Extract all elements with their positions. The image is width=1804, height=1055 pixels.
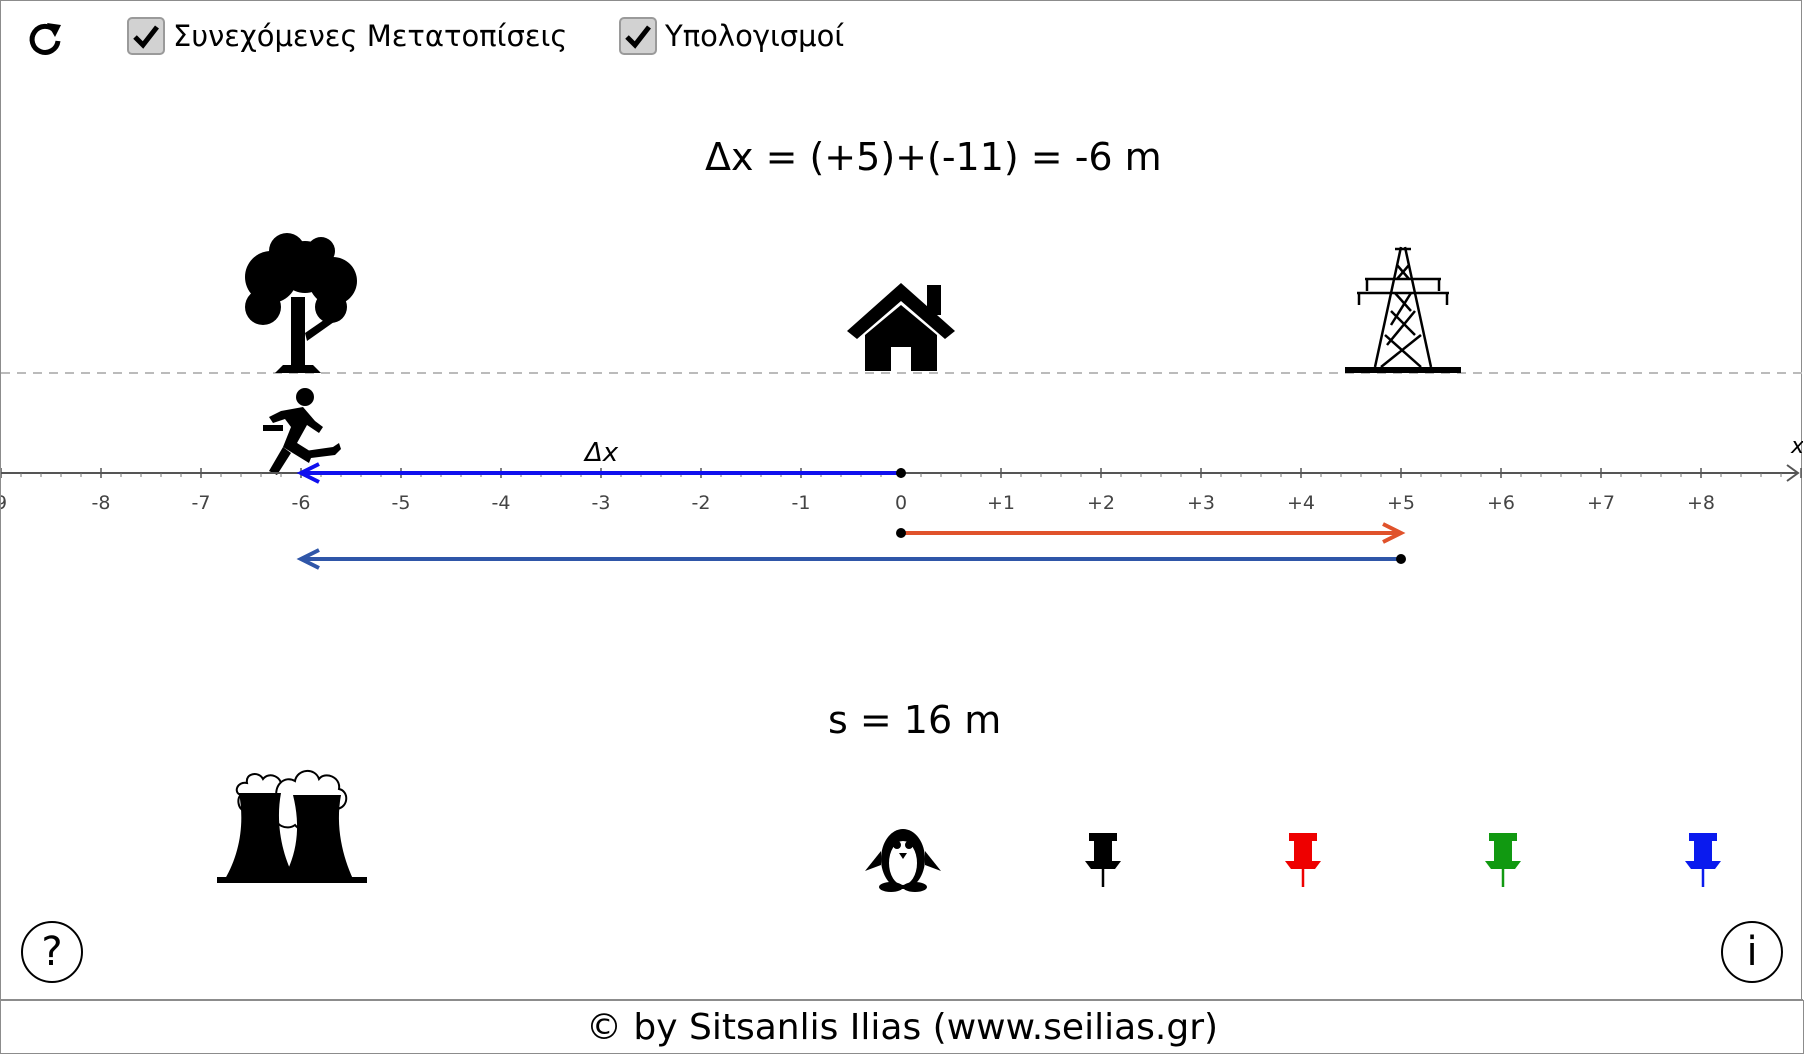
info-button[interactable]: i [1721,921,1783,983]
tick-label: +2 [1087,492,1115,514]
move-arrow-1[interactable] [896,522,1406,544]
tick-label: -6 [292,492,311,514]
calculations-checkbox-label: Υπολογισμοί [665,19,845,53]
green-pin-icon[interactable] [1485,833,1521,887]
tick-label: 9 [1,492,7,514]
copyright-footer: © by Sitsanlis Ilias (www.seilias.gr) [0,999,1804,1054]
distance-formula: s = 16 m [828,698,1002,742]
simulation-stage: Συνεχόμενες Μετατοπίσεις Υπολογισμοί Δx … [0,0,1803,1000]
pylon-icon[interactable] [1345,246,1461,373]
red-pin-icon[interactable] [1285,833,1321,887]
tick-label: -8 [92,492,111,514]
blue-pin-icon[interactable] [1685,833,1721,887]
delta-x-label: Δx [583,438,619,468]
tick-label: +1 [987,492,1015,514]
move-arrow-2[interactable] [296,548,1406,570]
tick-label: -1 [792,492,811,514]
axis-arrow-icon [1786,464,1800,482]
house-icon[interactable] [847,283,955,371]
black-pin-icon[interactable] [1085,833,1121,887]
number-line-scene: x Δx 9 -8 -7 -6 -5 -4 -3 -2 -1 0 +1 +2 +3 +4 +5 +6 +7 +8 [1,233,1803,892]
tick-label: -5 [392,492,411,514]
penguin-icon[interactable] [865,829,941,892]
tick-label: +7 [1587,492,1615,514]
calculations-checkbox-box[interactable] [619,17,657,55]
net-displacement-arrow[interactable] [296,462,906,484]
tick-label: +3 [1187,492,1215,514]
tick-label: +8 [1687,492,1715,514]
tick-label: -4 [492,492,511,514]
tick-label: +6 [1487,492,1515,514]
tick-label: 0 [895,492,907,514]
displacement-formula: Δx = (+5)+(-11) = -6 m [705,135,1162,179]
checkmark-icon [133,25,159,49]
copyright-text: © by Sitsanlis Ilias (www.seilias.gr) [585,1007,1219,1048]
calculations-checkbox[interactable]: Υπολογισμοί [619,17,844,55]
help-button[interactable]: ? [21,921,83,983]
runner-icon[interactable] [263,388,341,475]
info-label: i [1746,929,1758,975]
continuous-checkbox-label: Συνεχόμενες Μετατοπίσεις [173,19,568,53]
refresh-icon[interactable] [25,19,65,59]
continuous-checkbox-box[interactable] [127,17,165,55]
tick-label: +5 [1387,492,1415,514]
tree-icon[interactable] [245,233,357,373]
pins-palette [1085,833,1721,887]
help-label: ? [41,929,63,975]
tick-label: +4 [1287,492,1315,514]
checkmark-icon [625,25,651,49]
factory-icon[interactable] [217,770,367,883]
displacement-arrows [296,462,1406,570]
axis-variable-label: x [1790,434,1803,459]
continuous-displacements-checkbox[interactable]: Συνεχόμενες Μετατοπίσεις [127,17,567,55]
tick-label: -7 [192,492,211,514]
tick-label: -2 [692,492,711,514]
tick-label: -3 [592,492,611,514]
axis-ticks: 9 -8 -7 -6 -5 -4 -3 -2 -1 0 +1 +2 +3 +4 +5 +6 +7 +8 [1,468,1802,514]
